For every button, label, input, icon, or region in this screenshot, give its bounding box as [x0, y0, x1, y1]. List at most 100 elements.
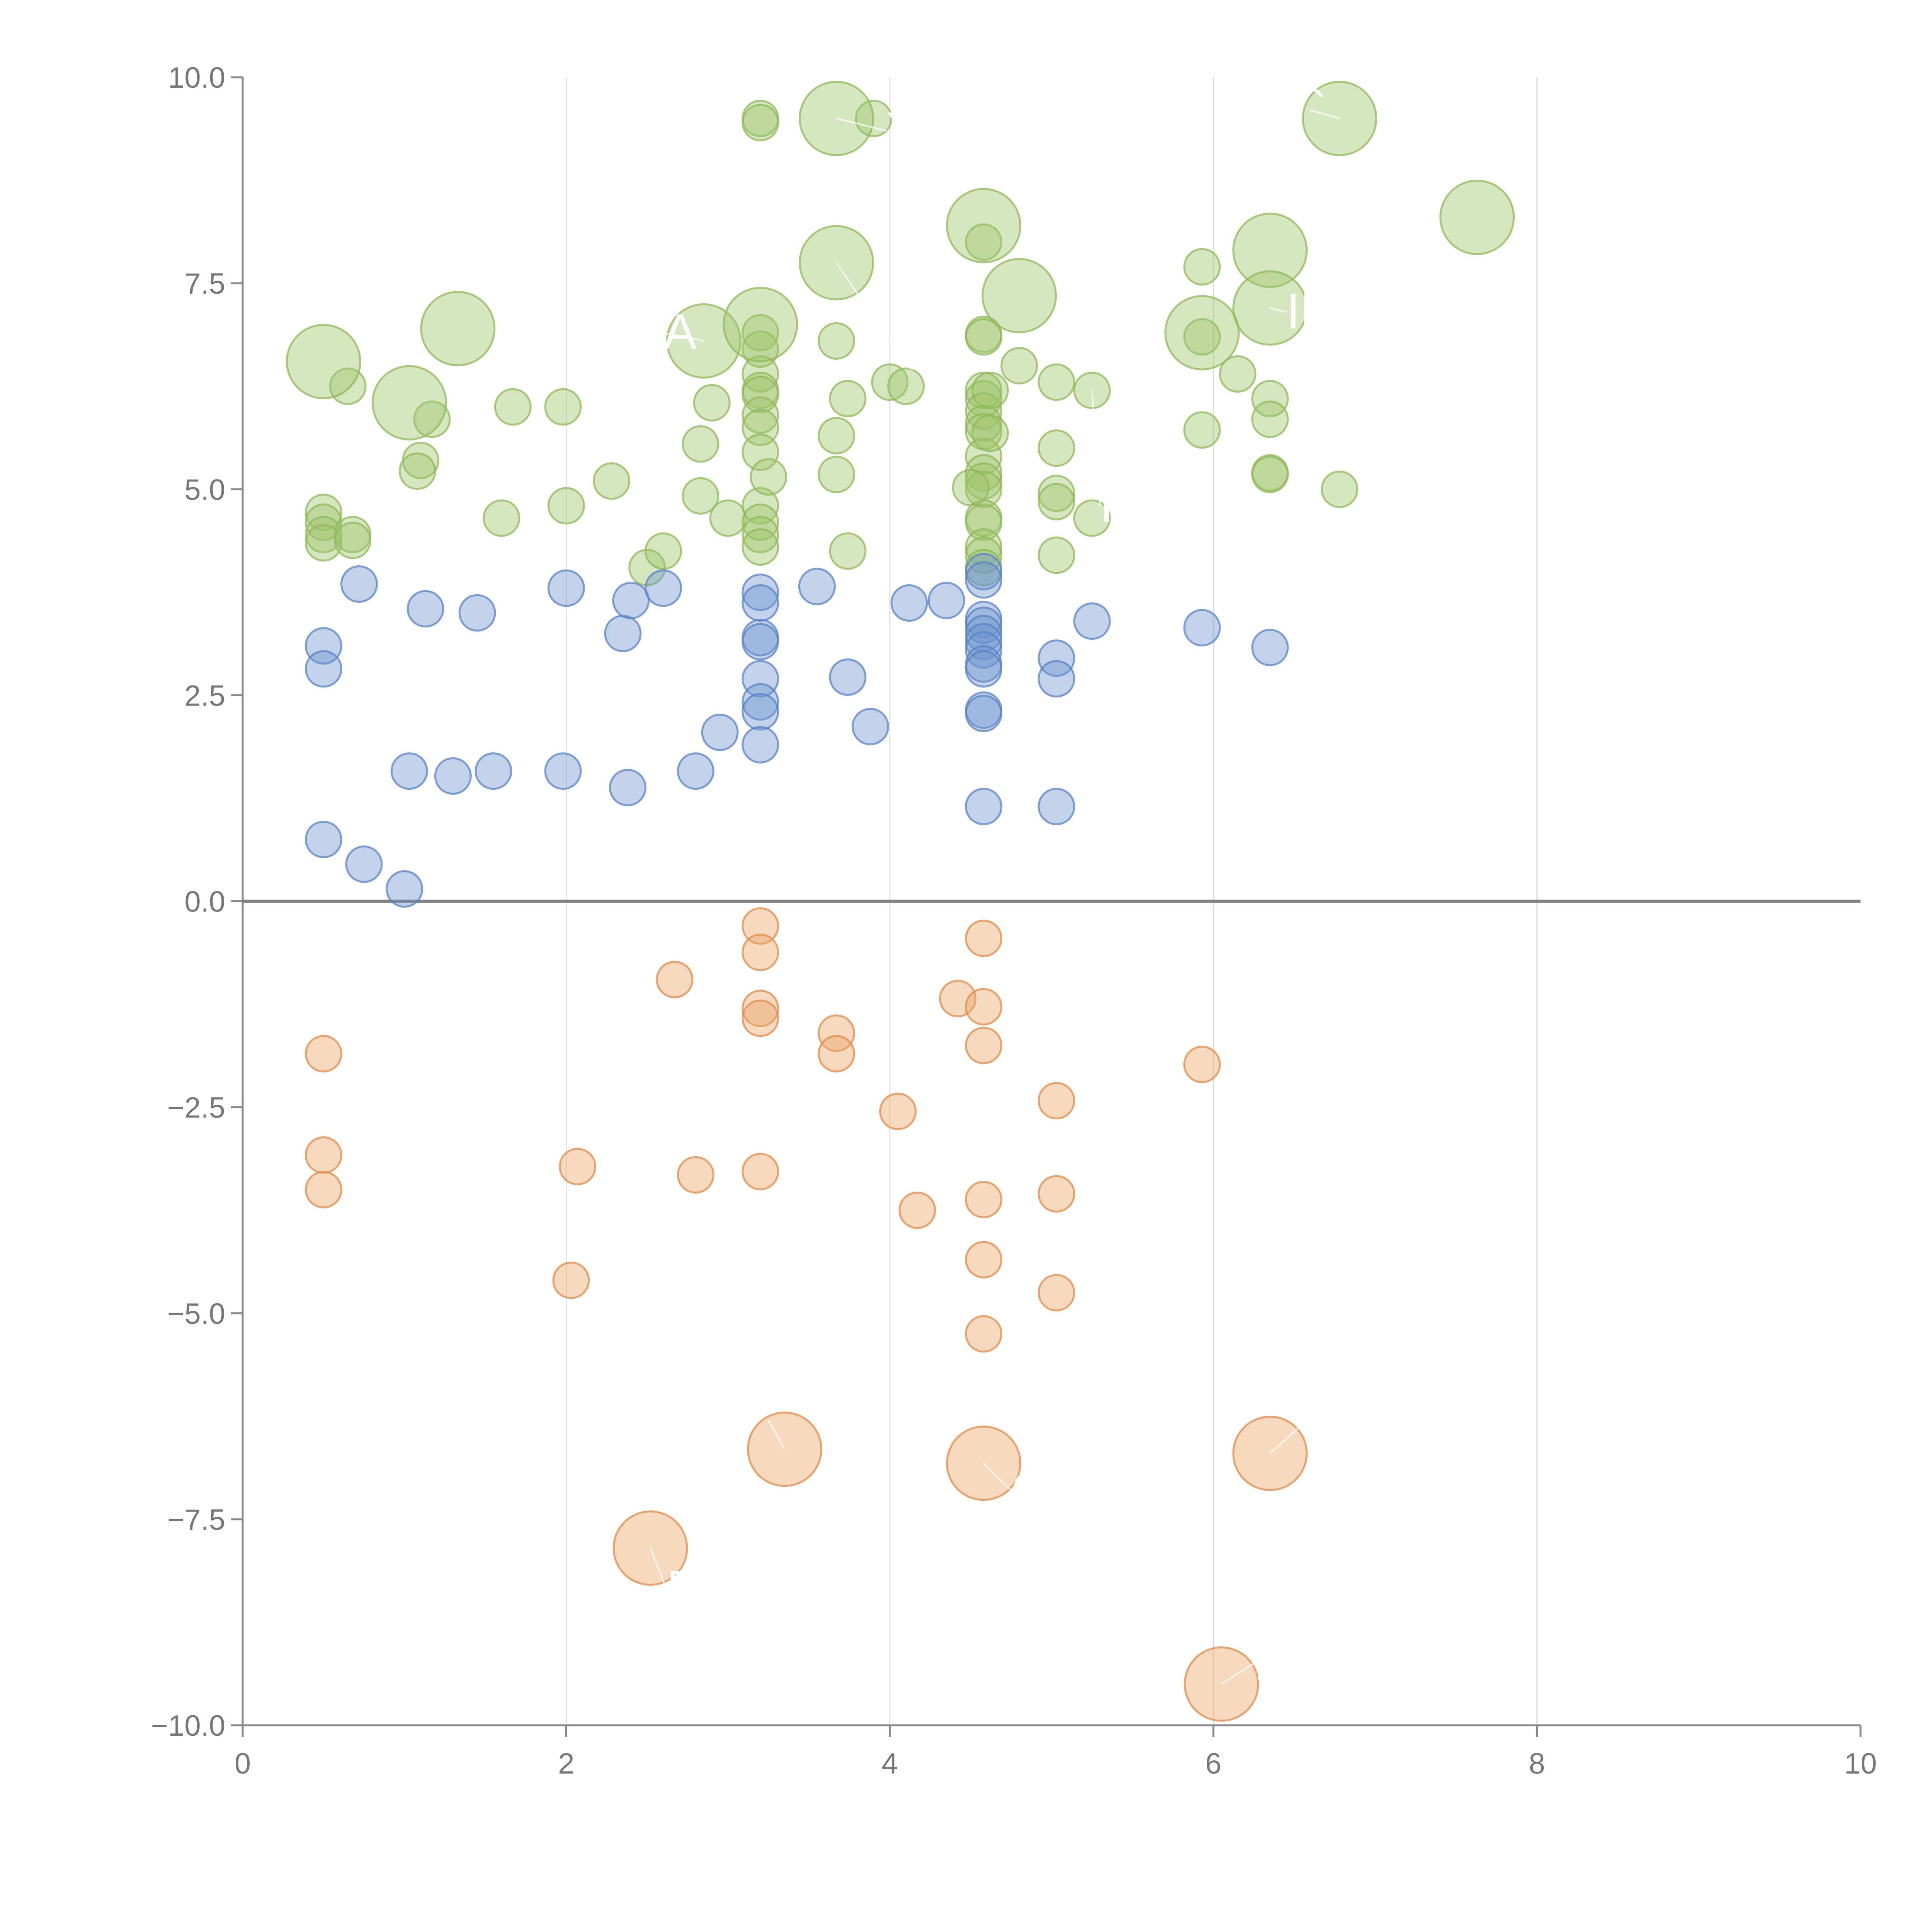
data-point-green: [742, 396, 779, 434]
annotation-label: F: [1100, 476, 1131, 533]
data-point-green: [818, 417, 855, 455]
data-point-blue: [609, 769, 647, 806]
data-point-green: [829, 532, 867, 570]
data-point-orange: [898, 1191, 936, 1229]
annotation-connector: [983, 1463, 1012, 1491]
data-point-orange: [304, 1171, 342, 1209]
data-point-green: [483, 499, 520, 537]
data-point-green: [1251, 380, 1289, 418]
x-tick-label: 8: [1529, 1747, 1545, 1780]
data-point-green: [304, 493, 342, 531]
data-point-green: [723, 287, 798, 362]
data-point-blue: [742, 726, 779, 764]
x-tick-label: 6: [1205, 1747, 1221, 1780]
data-point-orange: [1037, 1175, 1075, 1213]
data-point-blue: [742, 573, 779, 611]
annotation-label: IM: [1286, 283, 1342, 339]
data-point-orange: [818, 1035, 855, 1073]
data-point-orange: [559, 1148, 597, 1185]
data-point-green: [952, 469, 990, 507]
data-point-blue: [612, 582, 650, 619]
data-point-blue: [345, 845, 383, 883]
data-point-blue: [304, 650, 342, 688]
data-point-green: [1232, 213, 1308, 288]
data-point-orange: [965, 988, 1003, 1026]
data-point-green: [750, 458, 787, 496]
data-point-green: [1183, 411, 1221, 449]
data-point-blue: [965, 650, 1003, 688]
data-point-green: [304, 503, 342, 541]
data-point-blue: [742, 623, 779, 661]
data-point-green: [709, 499, 747, 537]
data-point-blue: [927, 582, 965, 619]
data-point-green: [420, 291, 496, 366]
data-point-green: [742, 433, 779, 471]
data-point-green: [965, 318, 1003, 356]
data-point-green: [494, 388, 532, 426]
annotation-connector: [1269, 1424, 1303, 1454]
data-point-green: [1037, 363, 1075, 401]
data-point-green: [544, 388, 582, 426]
data-point-green: [413, 400, 451, 438]
data-point-blue: [1073, 602, 1111, 640]
data-point-green: [1037, 429, 1075, 467]
annotation-label: `: [769, 1391, 785, 1447]
y-tick-label: 10.0: [168, 61, 225, 94]
data-points: [286, 81, 1515, 1722]
data-point-blue: [965, 694, 1003, 732]
data-point-green: [1439, 180, 1515, 255]
data-point-green: [818, 456, 855, 493]
data-point-green: [682, 477, 719, 515]
data-point-orange: [965, 1315, 1003, 1353]
data-point-green: [304, 516, 342, 554]
x-tick-label: 10: [1844, 1747, 1877, 1780]
data-point-green: [965, 454, 1003, 492]
data-point-orange: [1037, 1082, 1075, 1120]
data-point-orange: [965, 919, 1003, 957]
data-point-blue: [1251, 629, 1289, 667]
annotation-label: `: [1310, 81, 1327, 137]
data-point-orange: [965, 1241, 1003, 1279]
annotation-label: C: [1011, 1461, 1048, 1517]
data-point-orange: [818, 1014, 855, 1052]
data-point-blue: [544, 752, 582, 790]
data-point-green: [946, 188, 1022, 264]
data-point-green: [371, 365, 447, 440]
data-point-orange: [965, 1180, 1003, 1218]
annotation-connector: [768, 1420, 786, 1450]
data-point-blue: [890, 584, 928, 622]
data-point-green: [1037, 536, 1075, 574]
data-point-green: [981, 258, 1057, 333]
data-point-green: [398, 452, 436, 490]
data-point-green: [1251, 400, 1289, 438]
data-point-blue: [742, 584, 779, 622]
annotation-label: A: [663, 303, 697, 360]
data-point-green: [1073, 499, 1111, 537]
data-point-blue: [1037, 639, 1075, 677]
data-point-green: [1183, 318, 1221, 356]
data-point-orange: [879, 1092, 917, 1130]
data-point-green: [304, 524, 342, 562]
data-point-green: [965, 223, 1003, 261]
data-point-blue: [645, 569, 682, 607]
data-point-orange: [656, 961, 694, 998]
data-point-blue: [965, 631, 1003, 669]
annotation-connector: [1221, 1663, 1254, 1685]
y-tick-label: 0.0: [184, 886, 225, 918]
y-tick-label: −7.5: [167, 1503, 225, 1536]
data-point-green: [693, 384, 731, 422]
data-point-blue: [852, 707, 889, 745]
data-point-orange: [677, 1156, 714, 1194]
annotation-connector: [835, 262, 899, 354]
data-point-green: [971, 371, 1009, 409]
data-point-blue: [1037, 660, 1075, 698]
data-point-orange: [742, 999, 779, 1037]
data-point-green: [887, 367, 925, 405]
data-point-blue: [434, 757, 472, 795]
y-tick-label: −5.0: [167, 1298, 225, 1330]
data-point-blue: [386, 870, 423, 908]
y-tick-label: 7.5: [184, 267, 225, 300]
data-point-orange: [742, 907, 779, 945]
data-point-green: [742, 314, 779, 352]
data-point-green: [645, 532, 682, 570]
